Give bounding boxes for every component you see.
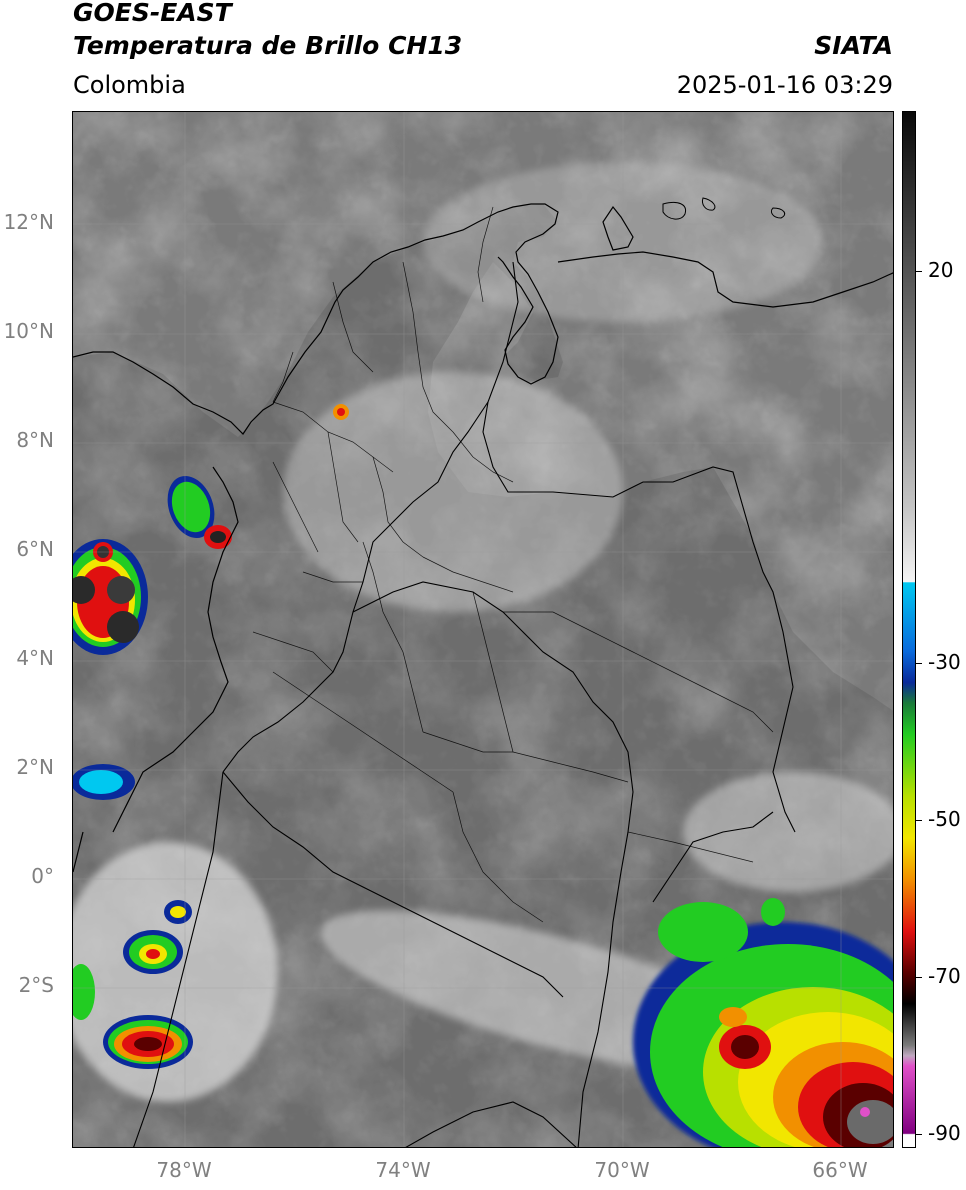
lon-label-74w: 74°W	[375, 1158, 431, 1182]
lat-label-6n: 6°N	[16, 537, 54, 561]
colorbar-tick	[916, 820, 922, 821]
storm-cell-pacific-north	[73, 539, 148, 655]
department-borders	[252, 206, 774, 923]
colorbar-label-minus70: -70	[928, 964, 961, 988]
lat-label-4n: 4°N	[16, 646, 54, 670]
cloud-band-east	[683, 772, 893, 892]
storm-cell-choco	[167, 476, 232, 549]
satellite-map[interactable]	[72, 111, 894, 1148]
colorbar-tick	[916, 271, 922, 272]
lon-label-66w: 66°W	[812, 1158, 868, 1182]
graticule	[73, 112, 893, 1147]
cloud-band-andes	[283, 372, 623, 612]
colorbar-label-minus30: -30	[928, 650, 961, 674]
islands	[662, 197, 786, 220]
lat-label-10n: 10°N	[3, 319, 54, 343]
colorbar-tick	[916, 1134, 922, 1135]
colorbar-tick	[916, 977, 922, 978]
lat-label-12n: 12°N	[3, 210, 54, 234]
colorbar-tick	[916, 663, 922, 664]
title-line-2: Temperatura de Brillo CH13	[73, 31, 463, 60]
map-canvas	[73, 112, 893, 1147]
lat-label-2s: 2°S	[18, 973, 54, 997]
colorbar-label-20: 20	[928, 258, 954, 282]
colorbar-label-minus50: -50	[928, 807, 961, 831]
coastlines	[73, 203, 893, 873]
lon-label-78w: 78°W	[156, 1158, 212, 1182]
brand-label: SIATA	[814, 31, 893, 60]
colorbar-canvas	[903, 112, 915, 1147]
colorbar	[902, 111, 916, 1148]
lat-label-0: 0°	[31, 864, 54, 888]
lon-label-70w: 70°W	[594, 1158, 650, 1182]
colorbar-label-minus90: -90	[928, 1121, 961, 1145]
lat-label-2n: 2°N	[16, 755, 54, 779]
national-borders	[133, 261, 796, 1147]
storm-cluster-amazon	[633, 898, 893, 1147]
region-label: Colombia	[73, 71, 186, 99]
timestamp-label: 2025-01-16 03:29	[676, 71, 893, 99]
lat-label-8n: 8°N	[16, 428, 54, 452]
title-line-1: GOES-EAST	[73, 0, 232, 27]
storm-cell-antioquia	[333, 404, 349, 420]
